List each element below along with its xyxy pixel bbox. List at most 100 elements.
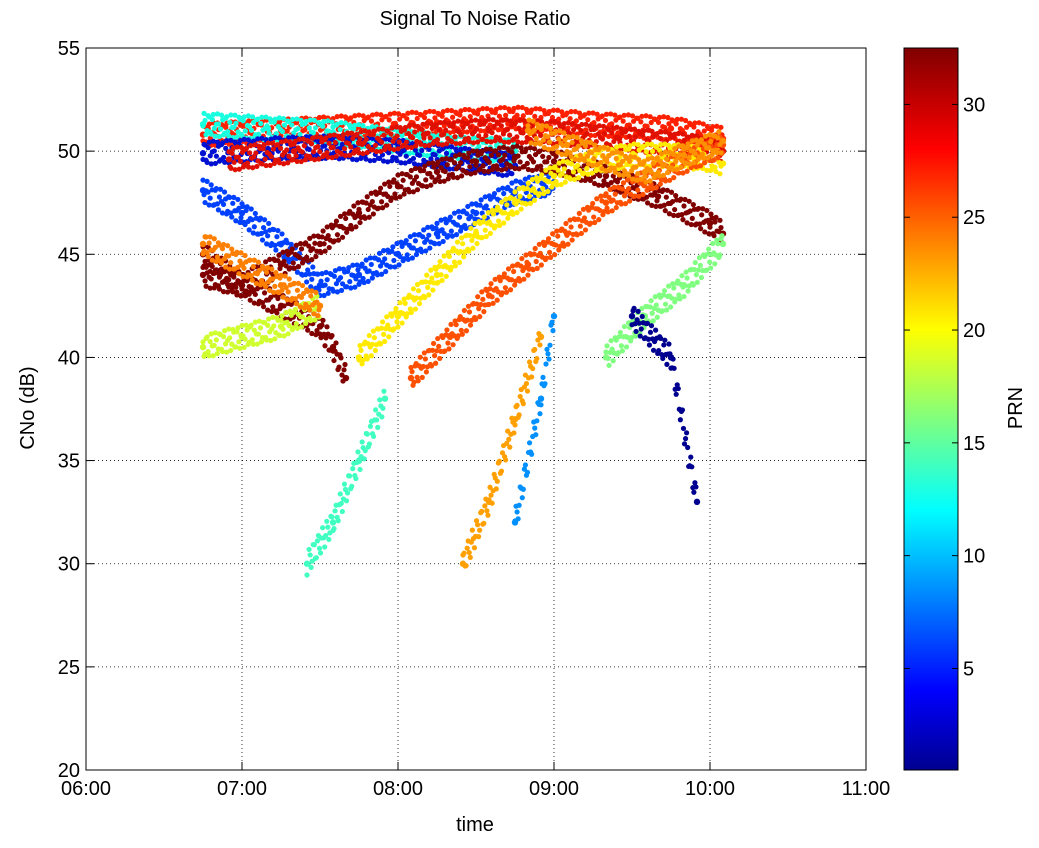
data-point [467, 232, 473, 239]
data-point [224, 114, 230, 120]
data-point [226, 133, 232, 139]
data-point [657, 158, 663, 165]
data-point [574, 232, 580, 238]
data-point [645, 127, 651, 133]
data-point [423, 177, 429, 183]
data-point [700, 155, 707, 161]
data-point [602, 156, 610, 163]
data-point [516, 502, 522, 508]
data-point [616, 172, 622, 178]
data-point [269, 308, 275, 315]
data-point [550, 328, 556, 334]
data-point [446, 166, 453, 172]
data-point [508, 164, 514, 170]
data-point [570, 133, 576, 139]
data-point [597, 144, 603, 151]
data-point [684, 275, 690, 281]
data-point [519, 104, 525, 111]
data-point [199, 121, 207, 128]
data-point [485, 168, 491, 175]
data-point [252, 319, 258, 325]
data-point [277, 323, 285, 330]
data-point [569, 237, 575, 243]
data-point [386, 150, 392, 156]
data-point [628, 312, 636, 320]
data-point [497, 278, 503, 284]
data-point [224, 137, 230, 144]
data-point [500, 156, 506, 162]
data-point [451, 210, 458, 216]
data-point [329, 519, 337, 526]
data-point [204, 334, 210, 340]
data-point [503, 289, 510, 295]
data-point [613, 155, 619, 162]
data-point [340, 132, 347, 138]
data-point [281, 333, 287, 339]
data-point [638, 119, 644, 125]
data-point [332, 139, 338, 146]
data-point [584, 165, 590, 172]
data-point [492, 276, 498, 282]
data-point [426, 160, 432, 167]
data-point [332, 267, 338, 274]
data-point [284, 240, 290, 246]
data-point [662, 178, 669, 184]
data-point [360, 123, 366, 129]
data-point [321, 114, 327, 120]
data-point [539, 119, 545, 125]
x-tick-label: 06:00 [61, 778, 111, 800]
data-point [355, 209, 363, 217]
data-point [647, 178, 653, 184]
data-point [696, 255, 702, 261]
data-point [199, 240, 207, 248]
data-point [324, 518, 330, 524]
data-point [532, 346, 538, 353]
data-point [253, 280, 259, 287]
data-point [514, 402, 520, 408]
data-point [408, 167, 414, 174]
series-prn-23 [459, 331, 545, 569]
data-point [520, 486, 526, 492]
data-point [435, 141, 442, 147]
data-point [323, 269, 329, 276]
data-point [355, 139, 363, 147]
data-point [226, 277, 232, 283]
data-point [292, 138, 298, 144]
data-point [410, 155, 417, 162]
data-point [656, 114, 663, 120]
data-point [401, 191, 407, 197]
data-point [384, 202, 390, 208]
data-point [406, 122, 413, 128]
data-point [293, 301, 299, 307]
data-point [482, 194, 488, 200]
data-point [222, 264, 229, 270]
data-point [544, 134, 551, 140]
data-point [315, 144, 321, 150]
data-point [329, 343, 337, 351]
data-point [490, 300, 496, 306]
data-point [256, 267, 263, 273]
series-prn-24 [524, 117, 727, 185]
data-point [562, 179, 568, 185]
data-point [443, 150, 450, 156]
data-point [575, 123, 581, 129]
data-point [220, 241, 227, 248]
data-point [486, 301, 492, 308]
data-point [225, 289, 231, 295]
data-point [537, 141, 543, 147]
data-point [206, 139, 212, 145]
data-point [717, 217, 723, 223]
data-point [294, 325, 301, 331]
data-point [515, 139, 521, 145]
data-point [387, 111, 393, 117]
data-point [464, 211, 470, 217]
data-point [558, 181, 564, 188]
data-point [479, 148, 485, 154]
data-point [364, 194, 370, 200]
data-point [363, 200, 369, 206]
data-point [354, 262, 360, 268]
data-point [464, 129, 470, 135]
data-point [449, 233, 455, 239]
data-point [643, 149, 649, 155]
data-point [359, 261, 365, 267]
